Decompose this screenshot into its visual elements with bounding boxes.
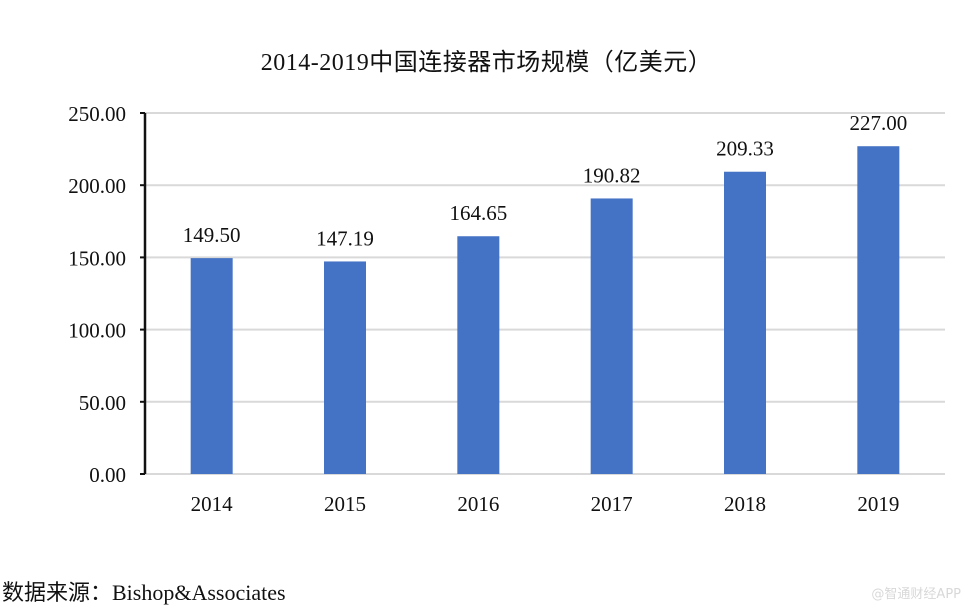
- y-tick-label: 250.00: [68, 102, 126, 126]
- bar-2015: [324, 261, 366, 474]
- bar-2019: [857, 146, 900, 474]
- y-tick-label: 100.00: [68, 319, 126, 343]
- bar-2017: [590, 198, 633, 474]
- data-label: 147.19: [316, 226, 374, 250]
- data-label: 209.33: [716, 137, 774, 161]
- bar-chart: 0.00 50.00 100.00 150.00 200.00 250.00 149.50 2…: [68, 102, 945, 516]
- y-tick-label: 200.00: [68, 174, 126, 198]
- data-source-note: 数据来源：Bishop&Associates: [2, 580, 286, 605]
- x-tick-label: 2014: [191, 492, 234, 516]
- y-tick-label: 50.00: [79, 391, 126, 415]
- data-label: 227.00: [849, 111, 907, 135]
- data-label: 164.65: [449, 201, 507, 225]
- x-tick-label: 2019: [857, 492, 899, 516]
- y-tick-label: 150.00: [68, 246, 126, 270]
- y-tick-label: 0.00: [89, 463, 126, 487]
- data-label: 149.50: [183, 223, 241, 247]
- bar-2018: [724, 171, 766, 474]
- bar-2014: [190, 258, 233, 474]
- x-tick-label: 2017: [591, 492, 633, 516]
- chart-title: 2014-2019中国连接器市场规模（亿美元）: [260, 50, 713, 76]
- x-tick-label: 2015: [324, 492, 366, 516]
- x-tick-label: 2018: [724, 492, 766, 516]
- x-tick-label: 2016: [457, 492, 499, 516]
- data-label: 190.82: [583, 163, 641, 187]
- bar-2016: [457, 236, 500, 474]
- watermark: @智通财经APP: [871, 587, 961, 602]
